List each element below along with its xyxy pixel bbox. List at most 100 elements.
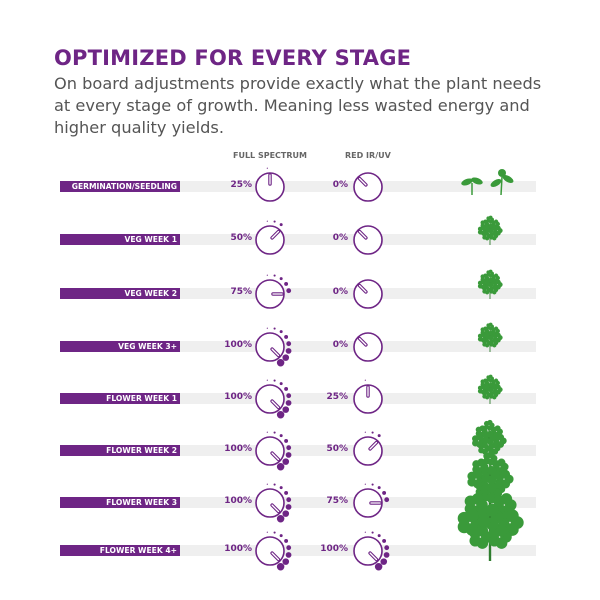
level-dot xyxy=(364,531,366,533)
plant-icon xyxy=(472,419,507,461)
red-ir-uv-value: 25% xyxy=(326,392,348,402)
level-dot xyxy=(279,382,283,386)
level-dot xyxy=(383,552,390,558)
level-dot xyxy=(273,327,276,330)
stage-label: FLOWER WEEK 3 xyxy=(60,497,180,508)
dial-ring xyxy=(353,332,383,362)
stage-label: FLOWER WEEK 4+ xyxy=(60,545,180,556)
dial-ring xyxy=(255,279,285,309)
level-dot xyxy=(279,330,283,334)
dial-knob xyxy=(255,274,292,309)
page-title: OPTIMIZED FOR EVERY STAGE xyxy=(54,46,412,70)
column-header-red-ir-uv: RED IR/UV xyxy=(345,151,391,160)
level-dot xyxy=(266,167,268,169)
level-dot xyxy=(374,563,383,571)
dial-knob xyxy=(255,431,292,471)
stage-row: FLOWER WEEK 2 100% 50% xyxy=(0,419,600,471)
stage-label: FLOWER WEEK 1 xyxy=(60,393,180,404)
dial-ring xyxy=(255,436,285,466)
dial-ring xyxy=(353,172,383,202)
red-ir-uv-value: 50% xyxy=(326,444,348,454)
stage-label: VEG WEEK 2 xyxy=(60,288,180,299)
dial-ring xyxy=(353,536,383,566)
level-dot xyxy=(380,558,388,565)
dial-pointer xyxy=(369,441,378,450)
level-dot xyxy=(282,406,290,413)
plant-icon xyxy=(477,322,503,352)
red-ir-uv-value: 100% xyxy=(320,544,348,554)
plant-icon xyxy=(477,215,503,245)
level-dot xyxy=(266,274,268,276)
dial-ring xyxy=(353,384,383,414)
level-dot xyxy=(364,431,366,433)
dial-pointer xyxy=(271,400,280,409)
level-dot xyxy=(273,274,276,277)
level-dot xyxy=(276,515,285,523)
dial-knob xyxy=(353,379,383,414)
level-dot xyxy=(276,563,285,571)
level-dot xyxy=(382,490,387,495)
dial-ring xyxy=(255,384,285,414)
dial-ring xyxy=(353,488,383,518)
level-dot xyxy=(286,545,292,551)
dial-knob xyxy=(255,220,285,255)
level-dot xyxy=(285,452,292,458)
level-dot xyxy=(279,486,283,490)
dial-pointer xyxy=(358,337,367,346)
level-dot xyxy=(276,359,285,367)
level-dot xyxy=(286,341,292,347)
stage-row: FLOWER WEEK 4+ 100% 100% xyxy=(0,482,600,571)
dial-knob xyxy=(353,279,383,309)
level-dot xyxy=(273,431,276,434)
level-dot xyxy=(384,497,390,503)
dial-pointer xyxy=(358,230,367,239)
full-spectrum-value: 100% xyxy=(224,392,252,402)
full-spectrum-value: 50% xyxy=(230,233,252,243)
dial-knob xyxy=(255,483,292,523)
level-dot xyxy=(273,531,276,534)
stage-row: VEG WEEK 1 50% 0% xyxy=(0,215,600,260)
level-dot xyxy=(286,288,292,294)
dial-ring xyxy=(255,172,285,202)
dial-pointer xyxy=(358,177,367,186)
level-dot xyxy=(285,400,292,406)
level-dot xyxy=(384,545,390,551)
level-dot xyxy=(377,434,381,438)
red-ir-uv-value: 0% xyxy=(332,340,348,350)
level-dot xyxy=(284,386,289,391)
dial-pointer xyxy=(271,552,280,561)
level-dot xyxy=(371,531,374,534)
level-dot xyxy=(266,531,268,533)
full-spectrum-value: 100% xyxy=(224,544,252,554)
full-spectrum-value: 100% xyxy=(224,444,252,454)
level-dot xyxy=(377,486,381,490)
dial-pointer xyxy=(271,504,280,513)
dial-pointer xyxy=(369,552,378,561)
dial-pointer xyxy=(271,452,280,461)
level-dot xyxy=(284,334,289,339)
stage-row: VEG WEEK 2 75% 0% xyxy=(0,269,600,314)
dial-ring xyxy=(255,225,285,255)
red-ir-uv-value: 0% xyxy=(332,180,348,190)
dial-knob xyxy=(353,431,383,466)
column-header-full-spectrum: FULL SPECTRUM xyxy=(233,151,307,160)
dial-pointer xyxy=(271,348,280,357)
dial-ring xyxy=(353,225,383,255)
stage-label: GERMINATION/SEEDLING xyxy=(60,181,180,192)
level-dot xyxy=(279,434,283,438)
level-dot xyxy=(266,220,268,222)
dial-ring xyxy=(255,488,285,518)
full-spectrum-value: 25% xyxy=(230,180,252,190)
level-dot xyxy=(285,504,292,510)
level-dot xyxy=(276,411,285,419)
plant-icon xyxy=(477,269,503,299)
dial-pointer xyxy=(271,230,280,239)
level-dot xyxy=(364,379,366,381)
dial-knob xyxy=(255,379,292,419)
level-dot xyxy=(266,431,268,433)
level-dot xyxy=(282,510,290,517)
level-dot xyxy=(266,327,268,329)
level-dot xyxy=(284,490,289,495)
dial-knob xyxy=(353,483,390,518)
level-dot xyxy=(371,483,374,486)
